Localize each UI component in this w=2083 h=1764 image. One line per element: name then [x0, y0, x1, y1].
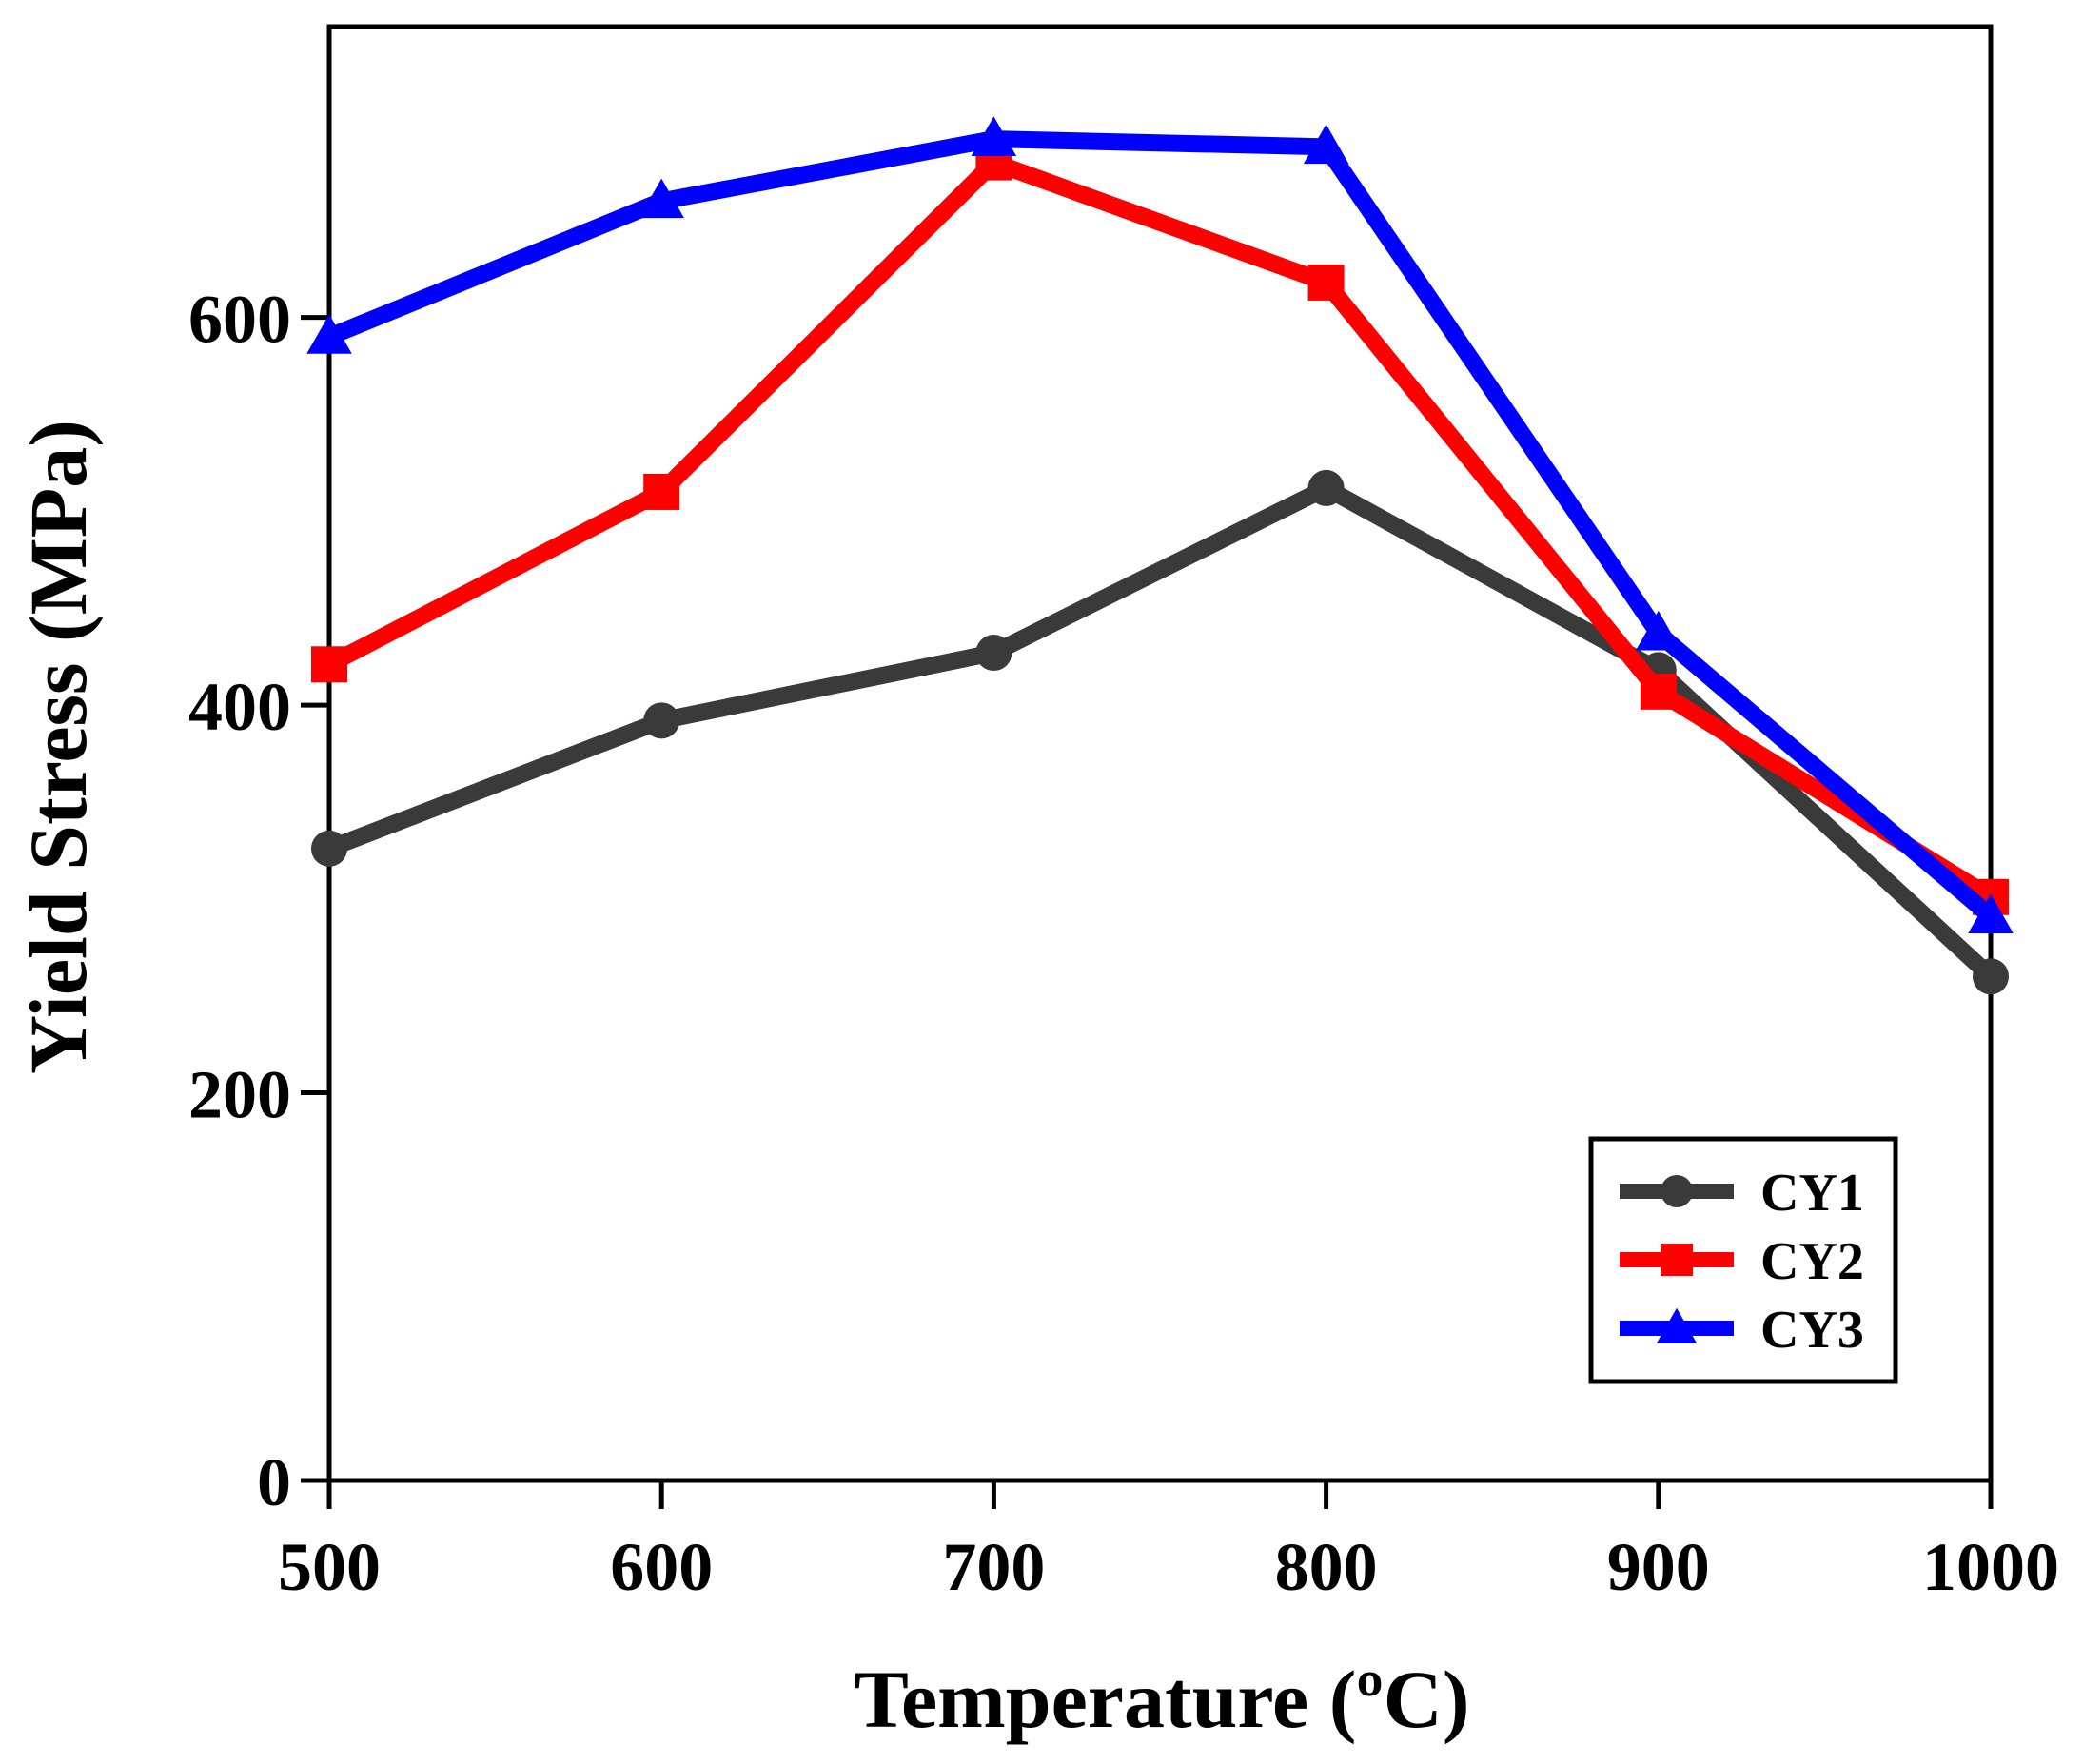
y-axis-title: Yield Stress (MPa)	[12, 420, 104, 1074]
data-point	[311, 646, 347, 683]
legend-label: CY3	[1760, 1301, 1864, 1360]
x-tick-label: 900	[1607, 1529, 1710, 1605]
x-tick-label: 700	[942, 1529, 1045, 1605]
legend-item-cy3: CY3	[1620, 1301, 1864, 1360]
data-point	[975, 635, 1012, 672]
y-tick-label: 200	[188, 1057, 291, 1133]
data-point	[971, 116, 1017, 156]
axes: 0 200 400 600 500 600 700 800 900 1000	[188, 24, 2059, 1605]
legend-swatch-marker	[1656, 1307, 1698, 1343]
y-tick-label: 0	[257, 1444, 291, 1520]
data-point	[306, 314, 352, 354]
data-point	[1307, 469, 1345, 506]
series-cy3	[306, 116, 2014, 933]
series-line	[321, 153, 1999, 906]
data-point	[1303, 124, 1349, 165]
series-cy2	[311, 144, 2009, 915]
data-point	[1307, 264, 1345, 301]
legend-label: CY2	[1760, 1232, 1864, 1291]
plot-frame	[326, 24, 1994, 1483]
x-tick-label: 800	[1275, 1529, 1378, 1605]
y-tick-label: 600	[188, 282, 291, 358]
series-line	[321, 479, 1999, 986]
series-line	[321, 130, 1999, 926]
x-tick-label: 500	[278, 1529, 381, 1605]
legend: CY1 CY2 CY3	[1588, 1136, 1898, 1384]
legend-item-cy2: CY2	[1620, 1232, 1864, 1291]
data-point	[643, 473, 680, 510]
legend-swatch-marker	[1661, 1175, 1693, 1207]
x-axis-title: Temperature (ºC)	[855, 1654, 1470, 1745]
x-tick-label: 1000	[1922, 1529, 2059, 1605]
data-point	[1973, 958, 2009, 995]
data-point	[1636, 610, 1681, 651]
legend-label: CY1	[1760, 1164, 1864, 1223]
y-tick-label: 400	[188, 669, 291, 745]
data-point	[639, 178, 684, 219]
data-point	[1968, 893, 2014, 933]
data-point	[1640, 673, 1677, 710]
data-point	[643, 702, 680, 739]
x-tick-label: 600	[610, 1529, 713, 1605]
series-layer	[306, 116, 2014, 995]
legend-swatch-marker	[1661, 1244, 1693, 1276]
data-point	[311, 830, 347, 867]
legend-item-cy1: CY1	[1620, 1164, 1864, 1223]
